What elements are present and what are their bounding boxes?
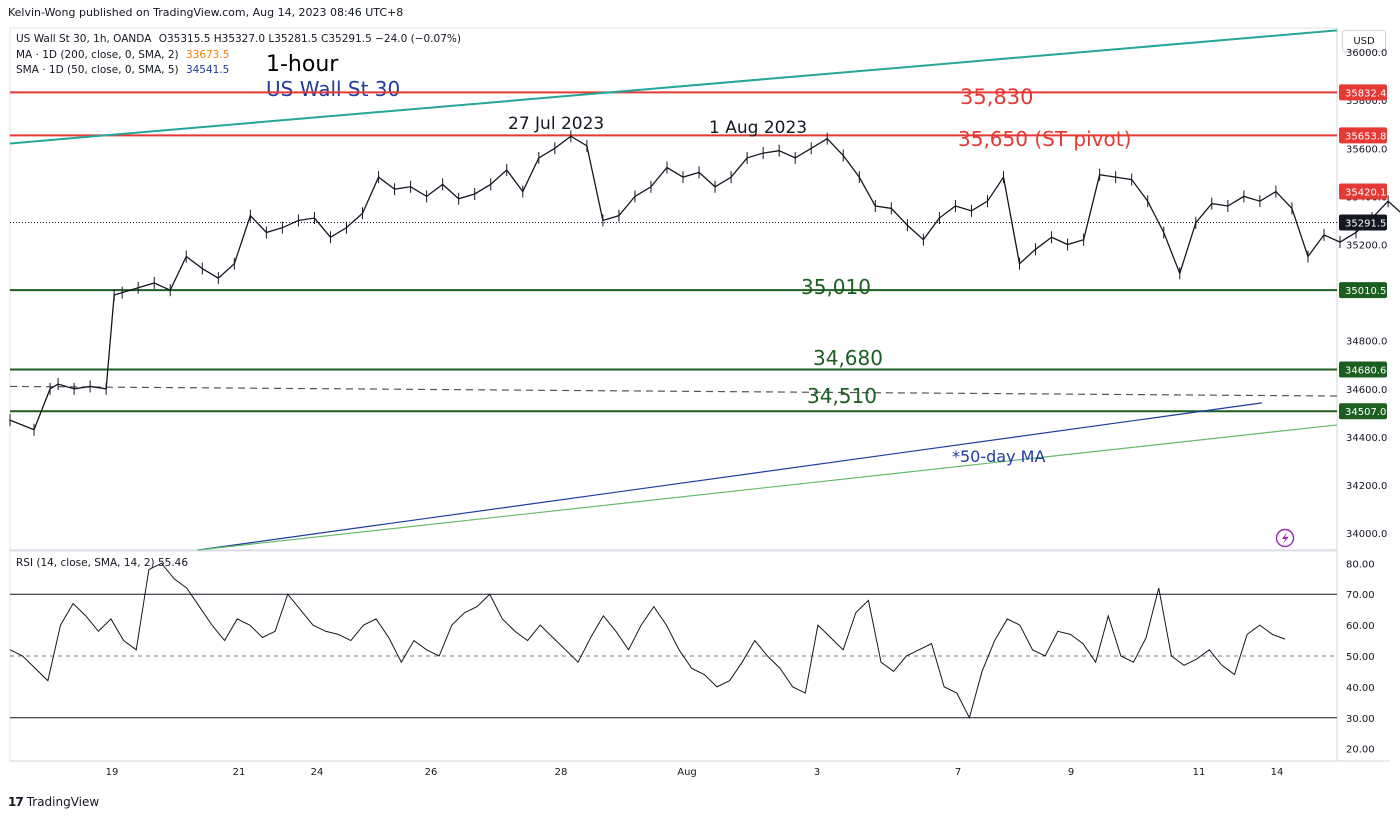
- x-tick-label: 28: [555, 767, 568, 778]
- tradingview-logo: 17: [8, 795, 24, 809]
- rsi-tick-label: 60.00: [1346, 621, 1375, 632]
- y-tick-label: 34000.0: [1346, 529, 1387, 540]
- legend-ma200-row: MA · 1D (200, close, 0, SMA, 2) 33673.5: [16, 48, 465, 64]
- price-tag-label: 35653.8: [1345, 131, 1386, 142]
- price-tag-label: 35420.1: [1345, 188, 1386, 199]
- rsi-pane-frame: [9, 550, 1338, 762]
- footer-brand-text: TradingView: [26, 795, 100, 809]
- y-tick-label: 34200.0: [1346, 481, 1387, 492]
- footer-brand[interactable]: 17 TradingView: [8, 795, 99, 809]
- rsi-tick-label: 80.00: [1346, 559, 1375, 570]
- indicator-lines: [9, 29, 1338, 551]
- indicator-line-3: [9, 385, 1338, 397]
- indicator-line-1: [197, 424, 1338, 551]
- rsi-pane: 20.00 30.00 40.00 50.00 60.00 70.00 80.00: [9, 559, 1375, 756]
- timeframe-annotation: 1-hour: [266, 52, 339, 77]
- y-tick-label: 34600.0: [1346, 385, 1387, 396]
- rsi-tick-label: 50.00: [1346, 652, 1375, 663]
- resistance-label-35830: 35,830: [960, 85, 1033, 109]
- x-tick-label: 19: [106, 767, 119, 778]
- legend-symbol-row: US Wall St 30, 1h, OANDA O35315.5 H35327…: [16, 32, 465, 48]
- price-series: [9, 130, 1400, 436]
- rsi-tick-label: 30.00: [1346, 714, 1375, 725]
- support-label-34680: 34,680: [813, 346, 883, 370]
- x-tick-label: 9: [1068, 767, 1074, 778]
- price-tag-label: 35291.5: [1345, 218, 1386, 229]
- price-tag-box: [1339, 282, 1387, 299]
- indicator-line-2: [9, 29, 1338, 145]
- peak-annotation-27jul: 27 Jul 2023: [508, 114, 604, 134]
- x-tick-label: 26: [425, 767, 438, 778]
- price-tag-box: [1339, 214, 1387, 231]
- ma-note-annotation: *50-day MA: [952, 447, 1045, 466]
- chart-legend: US Wall St 30, 1h, OANDA O35315.5 H35327…: [16, 32, 465, 79]
- x-tick-label: 7: [955, 767, 961, 778]
- rsi-line: [9, 562, 1286, 720]
- legend-sma50-label[interactable]: SMA · 1D (50, close, 0, SMA, 5): [16, 64, 179, 76]
- price-tags: 35832.4 35653.8 35420.1 35291.5 35010.5 34680…: [1339, 84, 1387, 420]
- price-tag-label: 35010.5: [1345, 286, 1386, 297]
- price-tag-label: 34507.0: [1345, 407, 1386, 418]
- rsi-tick-label: 20.00: [1346, 745, 1375, 756]
- x-tick-label: 11: [1193, 767, 1206, 778]
- y-tick-label: 35800.0: [1346, 96, 1387, 107]
- y-tick-label: 35200.0: [1346, 240, 1387, 251]
- rsi-legend[interactable]: RSI (14, close, SMA, 14, 2) 55.46: [16, 557, 189, 569]
- y-tick-label: 35600.0: [1346, 144, 1387, 155]
- legend-sma50-value: 34541.5: [185, 64, 230, 76]
- resistance-label-35650: 35,650 (ST pivot): [958, 127, 1131, 151]
- symbol-title-annotation: US Wall St 30: [266, 77, 401, 101]
- time-axis[interactable]: 19 21 24 26 28 Aug 3 7 9 11 14: [106, 767, 1284, 778]
- legend-symbol[interactable]: US Wall St 30, 1h, OANDA: [16, 33, 152, 45]
- support-label-35010: 35,010: [801, 275, 871, 299]
- support-label-34510: 34,510: [807, 384, 877, 408]
- y-tick-label: 36000.0: [1346, 48, 1387, 59]
- lightning-icon[interactable]: [1275, 528, 1295, 548]
- legend-ma200-value: 33673.5: [185, 48, 230, 61]
- y-tick-label: 34800.0: [1346, 337, 1387, 348]
- rsi-tick-label: 70.00: [1346, 590, 1375, 601]
- main-pane-frame: [9, 27, 1338, 551]
- peak-annotation-1aug: 1 Aug 2023: [709, 118, 807, 138]
- price-tag-label: 35832.4: [1345, 88, 1386, 99]
- price-tag-label: 34680.6: [1345, 365, 1386, 376]
- legend-ma200-label[interactable]: MA · 1D (200, close, 0, SMA, 2): [16, 48, 179, 61]
- legend-ohlc: O35315.5 H35327.0 L35281.5 C35291.5 −24.…: [158, 33, 461, 45]
- legend-sma50-row: SMA · 1D (50, close, 0, SMA, 5) 34541.5: [16, 63, 465, 79]
- price-tag-box: [1339, 84, 1387, 101]
- rsi-tick-label: 40.00: [1346, 683, 1375, 694]
- horizontal-levels: [10, 91, 1337, 413]
- x-tick-label: 14: [1271, 767, 1284, 778]
- publisher-line: Kelvin-Wong published on TradingView.com…: [8, 6, 404, 19]
- price-tag-box: [1339, 127, 1387, 144]
- price-line: [9, 135, 1400, 431]
- x-tick-label: 21: [233, 767, 246, 778]
- x-tick-label: 24: [311, 767, 324, 778]
- y-tick-label: 34400.0: [1346, 433, 1387, 444]
- indicator-line-0: [197, 402, 1262, 551]
- x-tick-label: Aug: [677, 767, 697, 778]
- price-tag-box: [1339, 361, 1387, 378]
- price-tag-box: [1339, 183, 1387, 200]
- price-tag-box: [1339, 403, 1387, 420]
- currency-button[interactable]: USD: [1342, 30, 1386, 52]
- x-tick-label: 3: [814, 767, 820, 778]
